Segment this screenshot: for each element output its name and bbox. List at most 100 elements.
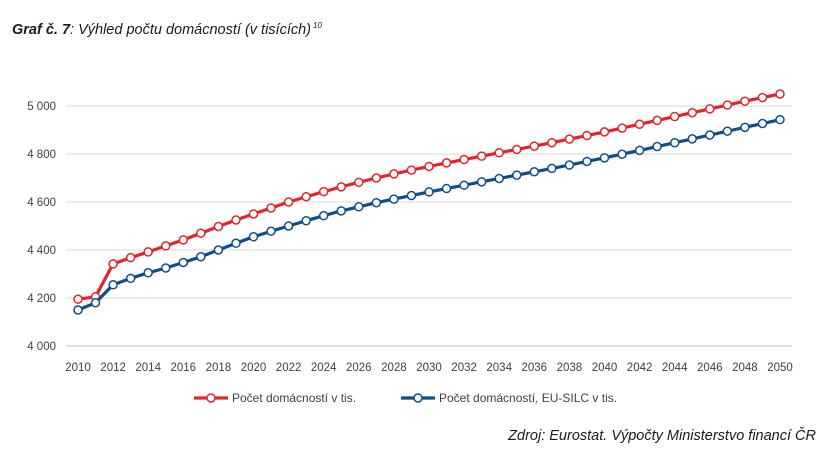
data-point: [494, 173, 504, 184]
data-point: [125, 273, 136, 284]
x-tick-label: 2044: [662, 362, 688, 374]
data-point: [564, 134, 575, 144]
y-tick-label: 4 000: [27, 341, 56, 353]
footnote-marker: 10: [313, 21, 322, 30]
legend-label: Počet domácností, EU-SILC v tis.: [439, 391, 617, 405]
data-point: [722, 126, 733, 136]
data-point: [125, 252, 136, 263]
data-point: [266, 226, 276, 237]
y-tick-label: 4 600: [27, 197, 56, 209]
source-note: Zdroj: Eurostat. Výpočty Ministerstvo fi…: [508, 428, 816, 444]
data-point: [354, 202, 364, 212]
x-tick-label: 2012: [100, 362, 126, 374]
data-point: [599, 153, 610, 163]
data-point: [283, 197, 294, 207]
chart-title: Graf č. 7: Výhled počtu domácností (v ti…: [12, 21, 322, 38]
chart-title-text: : Výhled počtu domácností (v tisících): [70, 21, 311, 38]
data-point: [406, 165, 417, 175]
data-point: [775, 114, 785, 125]
data-point: [424, 187, 434, 197]
x-tick-label: 2026: [346, 362, 372, 374]
data-point: [73, 305, 83, 315]
data-point: [687, 134, 697, 144]
data-point: [90, 298, 101, 308]
data-point: [371, 197, 382, 208]
legend-item: Počet domácností, EU-SILC v tis.: [401, 391, 617, 405]
data-point: [161, 263, 171, 273]
data-point: [740, 96, 750, 106]
data-point: [757, 118, 768, 129]
x-tick-label: 2042: [627, 362, 653, 374]
x-tick-label: 2046: [697, 362, 723, 374]
x-tick-label: 2048: [732, 362, 758, 374]
series-plot-area: [73, 89, 785, 315]
data-point: [389, 194, 399, 204]
data-point: [599, 127, 610, 137]
x-tick-label: 2022: [276, 362, 302, 374]
x-tick-label: 2024: [311, 362, 337, 374]
legend-label: Počet domácností v tis.: [232, 391, 356, 405]
data-point: [143, 247, 153, 257]
data-point: [722, 100, 733, 110]
data-point: [547, 163, 557, 174]
data-point: [213, 245, 224, 255]
data-point: [529, 141, 540, 151]
legend-marker-swatch: [206, 393, 216, 403]
legend: Počet domácností v tis. Počet domácností,…: [194, 391, 617, 405]
data-point: [705, 104, 715, 114]
y-tick-label: 5 000: [27, 101, 56, 113]
y-axis-ticks: 4 000 4 200 4 400 4 600 4 800 5 000: [27, 101, 56, 353]
data-point: [143, 268, 153, 278]
data-point: [775, 89, 785, 99]
data-point: [318, 210, 329, 221]
data-point: [406, 190, 417, 201]
series-2: [73, 114, 785, 315]
x-tick-label: 2030: [416, 362, 442, 374]
data-point: [283, 221, 294, 231]
x-tick-label: 2032: [451, 362, 477, 374]
data-point: [231, 238, 241, 249]
x-tick-label: 2034: [486, 362, 512, 374]
chart-title-prefix: Graf č. 7: [12, 21, 71, 38]
data-point: [73, 294, 83, 304]
data-point: [669, 137, 680, 148]
series-1: [73, 89, 785, 304]
data-point: [248, 232, 259, 242]
data-point: [617, 149, 627, 159]
data-point: [634, 119, 645, 129]
legend-marker-swatch: [413, 393, 423, 403]
x-tick-label: 2018: [206, 362, 232, 374]
data-point: [547, 137, 557, 148]
data-point: [529, 167, 540, 177]
data-point: [757, 92, 768, 103]
data-point: [705, 130, 715, 140]
gridlines: [66, 105, 792, 347]
legend-item: Počet domácností v tis.: [194, 391, 356, 405]
data-point: [389, 169, 399, 179]
x-tick-label: 2014: [135, 362, 161, 374]
data-point: [564, 160, 575, 170]
x-tick-label: 2050: [767, 362, 793, 374]
data-point: [494, 148, 504, 158]
data-point: [582, 156, 592, 167]
data-point: [248, 209, 259, 219]
data-point: [441, 158, 452, 168]
data-point: [459, 180, 469, 190]
x-tick-label: 2040: [592, 362, 618, 374]
data-point: [669, 111, 680, 122]
y-tick-label: 4 200: [27, 293, 56, 305]
x-tick-label: 2020: [241, 362, 267, 374]
data-point: [301, 215, 311, 226]
x-tick-label: 2028: [381, 362, 407, 374]
data-point: [652, 115, 662, 126]
data-point: [617, 123, 627, 133]
data-point: [231, 215, 241, 225]
data-point: [634, 145, 645, 156]
data-point: [108, 280, 118, 290]
y-tick-label: 4 800: [27, 149, 56, 161]
data-point: [178, 235, 189, 245]
x-tick-label: 2038: [557, 362, 583, 374]
x-tick-label: 2036: [522, 362, 548, 374]
x-tick-label: 2010: [65, 362, 91, 374]
